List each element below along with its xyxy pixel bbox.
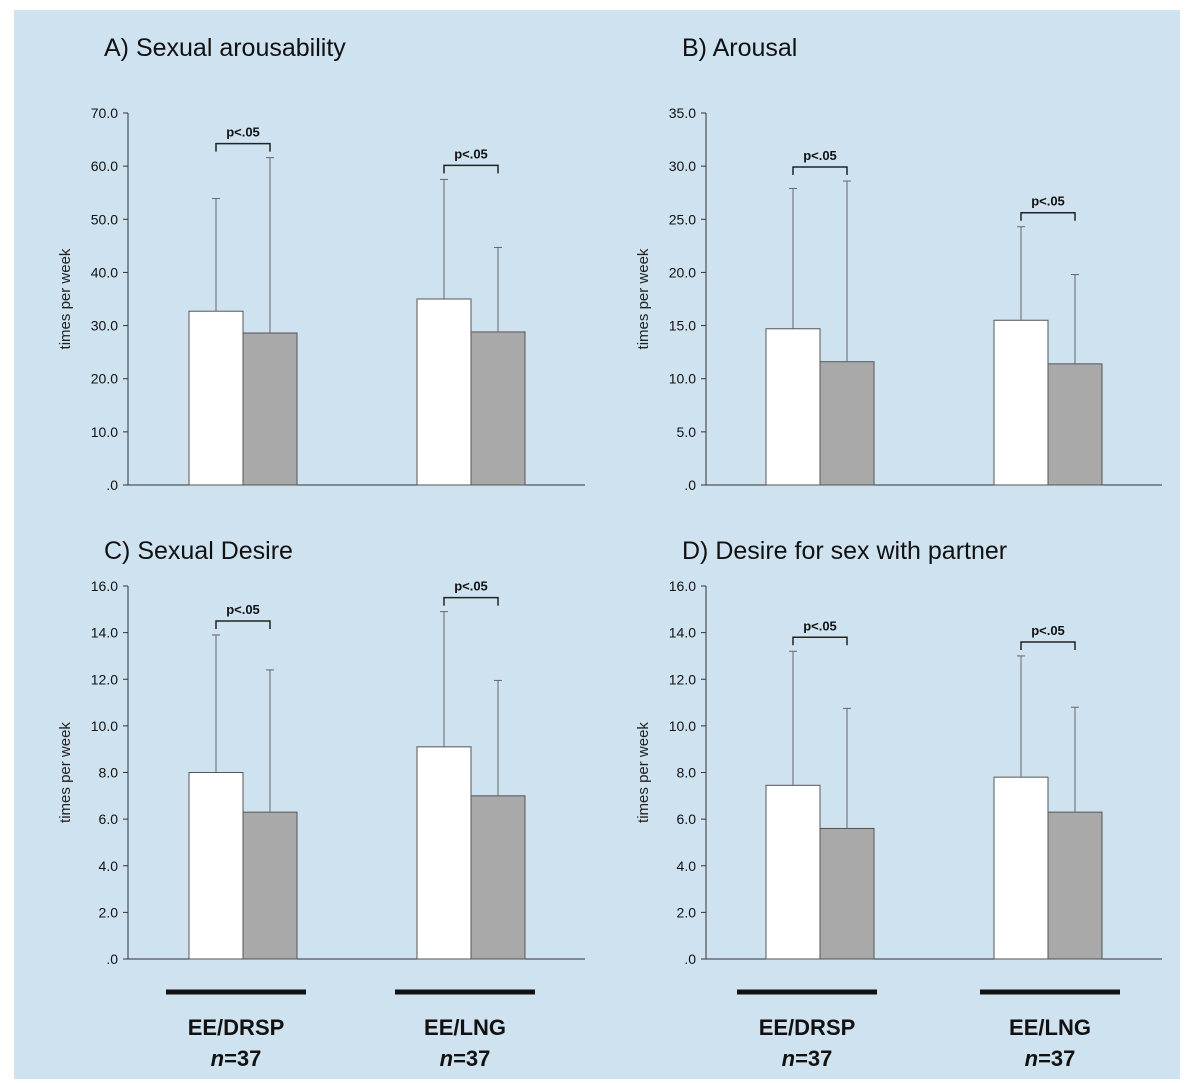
y-axis-label: times per week [635, 722, 652, 823]
significance-bracket [792, 166, 848, 176]
y-tick-label: .0 [684, 951, 696, 967]
y-tick-label: .0 [106, 951, 118, 967]
significance-label: p<.05 [226, 125, 260, 140]
bar-ee-lng-series-2 [1047, 363, 1103, 486]
y-tick-label: 70.0 [91, 105, 118, 121]
y-tick-label: 4.0 [99, 858, 119, 874]
y-tick-label: 35.0 [669, 105, 696, 121]
y-tick-label: 10.0 [91, 424, 118, 440]
y-tick-label: 50.0 [91, 211, 118, 227]
y-tick-label: 5.0 [677, 424, 697, 440]
y-tick-label: .0 [106, 477, 118, 493]
group-label-block: EE/DRSP n=37 [166, 989, 306, 1071]
y-tick-label: 14.0 [91, 625, 118, 641]
group-name: EE/DRSP [759, 1015, 856, 1040]
group-sample-size: n=37 [782, 1046, 833, 1071]
panel-title: D) Desire for sex with partner [682, 537, 1007, 565]
group-label-block: EE/DRSP n=37 [737, 989, 877, 1071]
bar-ee-lng-series-2 [470, 331, 526, 486]
significance-label: p<.05 [803, 618, 837, 633]
chart-panel-4: D) Desire for sex with partner times per … [635, 537, 1162, 967]
significance-label: p<.05 [1031, 623, 1065, 638]
group-label-block: EE/LNG n=37 [395, 989, 535, 1071]
significance-label: p<.05 [803, 148, 837, 163]
y-tick-label: 16.0 [669, 578, 696, 594]
group-name: EE/LNG [424, 1015, 506, 1040]
y-tick-label: 30.0 [669, 158, 696, 174]
group-label-block: EE/LNG n=37 [980, 989, 1120, 1071]
y-tick-label: 12.0 [91, 671, 118, 687]
significance-bracket [443, 596, 499, 606]
chart-panel-1: A) Sexual arousability times per week .0 10… [57, 34, 585, 493]
y-tick-label: 8.0 [677, 765, 697, 781]
y-tick-label: 14.0 [669, 625, 696, 641]
bar-ee-drsp-series-1 [188, 772, 244, 960]
group-sample-size: n=37 [1025, 1046, 1076, 1071]
significance-label: p<.05 [454, 146, 488, 161]
y-axis-label: times per week [57, 722, 74, 823]
significance-bracket [215, 142, 271, 152]
group-sample-size: n=37 [440, 1046, 491, 1071]
bar-ee-drsp-series-2 [819, 361, 875, 486]
bar-ee-drsp-series-2 [819, 827, 875, 960]
y-tick-label: 15.0 [669, 318, 696, 334]
bar-ee-lng-series-1 [993, 319, 1049, 486]
y-tick-label: 4.0 [677, 858, 697, 874]
y-tick-label: 30.0 [91, 318, 118, 334]
bar-ee-lng-series-2 [1047, 811, 1103, 960]
y-tick-label: 6.0 [677, 811, 697, 827]
y-tick-label: 8.0 [99, 765, 119, 781]
bar-ee-drsp-series-2 [242, 811, 298, 960]
bar-ee-lng-series-2 [470, 795, 526, 960]
y-tick-label: 16.0 [91, 578, 118, 594]
group-name: EE/DRSP [188, 1015, 285, 1040]
y-tick-label: 60.0 [91, 158, 118, 174]
significance-bracket [1020, 641, 1076, 650]
chart-panel-2: B) Arousal times per week .0 5.0 10.0 15.0 20.… [635, 34, 1162, 493]
y-tick-label: 20.0 [669, 264, 696, 280]
y-tick-label: 2.0 [677, 904, 697, 920]
y-tick-label: 40.0 [91, 264, 118, 280]
y-tick-label: 20.0 [91, 371, 118, 387]
y-tick-label: 10.0 [91, 718, 118, 734]
significance-bracket [215, 620, 271, 629]
significance-bracket [1020, 211, 1076, 221]
significance-bracket [443, 164, 499, 174]
y-axis-label: times per week [57, 248, 74, 349]
y-tick-label: 25.0 [669, 211, 696, 227]
bar-ee-drsp-series-1 [765, 784, 821, 960]
y-tick-label: .0 [684, 477, 696, 493]
panel-title: A) Sexual arousability [104, 34, 346, 62]
bar-ee-lng-series-1 [993, 776, 1049, 960]
significance-label: p<.05 [1031, 194, 1065, 209]
bar-ee-drsp-series-1 [765, 328, 821, 486]
significance-label: p<.05 [226, 602, 260, 617]
bar-ee-lng-series-1 [416, 298, 472, 486]
chart-panel-3: C) Sexual Desire times per week .0 2.0 4.0 6.… [57, 537, 585, 967]
y-tick-label: 6.0 [99, 811, 119, 827]
y-tick-label: 10.0 [669, 371, 696, 387]
y-tick-label: 12.0 [669, 671, 696, 687]
panel-title: C) Sexual Desire [104, 537, 293, 565]
bar-ee-drsp-series-1 [188, 310, 244, 486]
bar-ee-drsp-series-2 [242, 332, 298, 486]
y-tick-label: 2.0 [99, 904, 119, 920]
y-axis-label: times per week [635, 248, 652, 349]
panel-title: B) Arousal [682, 34, 797, 62]
bar-ee-lng-series-1 [416, 746, 472, 960]
y-tick-label: 10.0 [669, 718, 696, 734]
group-sample-size: n=37 [211, 1046, 262, 1071]
group-name: EE/LNG [1009, 1015, 1091, 1040]
significance-bracket [792, 636, 848, 646]
significance-label: p<.05 [454, 579, 488, 594]
